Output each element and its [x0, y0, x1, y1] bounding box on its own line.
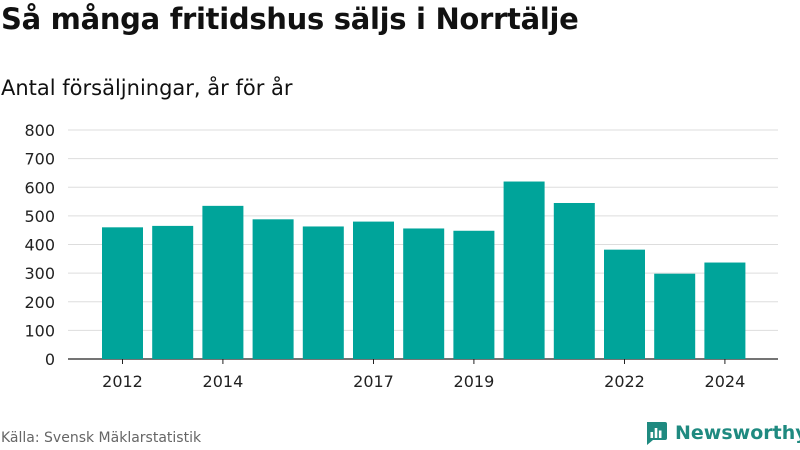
- y-tick-label: 700: [24, 150, 55, 169]
- y-tick-label: 100: [24, 321, 55, 340]
- brand-logo[interactable]: Newsworthy: [643, 420, 800, 446]
- bars: [102, 181, 746, 359]
- x-tick-label: 2014: [203, 372, 244, 391]
- bar-2017: [353, 221, 394, 359]
- bar-2020: [503, 181, 545, 359]
- newsworthy-logo-icon: [647, 422, 667, 445]
- brand-name: Newsworthy: [675, 422, 800, 444]
- chart-title: Så många fritidshus säljs i Norrtälje: [1, 2, 579, 36]
- chart-subtitle: Antal försäljningar, år för år: [1, 76, 293, 100]
- x-axis-tick-labels: 2012 2014 2017 2019 2022 2024: [102, 359, 745, 391]
- bar-2022: [604, 249, 645, 359]
- y-tick-label: 300: [24, 264, 55, 283]
- x-tick-label: 2012: [102, 372, 143, 391]
- x-tick-label: 2019: [454, 372, 495, 391]
- y-axis-tick-labels: 0 100 200 300 400 500 600 700 800: [24, 121, 55, 369]
- bar-2021: [553, 202, 595, 359]
- bar-2016: [302, 226, 344, 359]
- y-tick-label: 500: [24, 207, 55, 226]
- bar-2018: [403, 228, 445, 359]
- bar-2012: [102, 227, 143, 359]
- bar-2013: [152, 225, 194, 359]
- y-tick-label: 600: [24, 178, 55, 197]
- bar-2014: [202, 205, 244, 359]
- x-tick-label: 2024: [705, 372, 746, 391]
- x-tick-label: 2017: [353, 372, 394, 391]
- source-note: Källa: Svensk Mäklarstatistik: [1, 430, 202, 446]
- y-tick-label: 400: [24, 236, 55, 255]
- y-tick-label: 800: [24, 121, 55, 140]
- y-tick-label: 0: [45, 350, 55, 369]
- bar-2023: [654, 273, 696, 359]
- x-tick-label: 2022: [604, 372, 645, 391]
- bar-2015: [252, 219, 294, 359]
- y-tick-label: 200: [24, 293, 55, 312]
- bar-2019: [453, 230, 495, 359]
- bar-2024: [704, 262, 746, 359]
